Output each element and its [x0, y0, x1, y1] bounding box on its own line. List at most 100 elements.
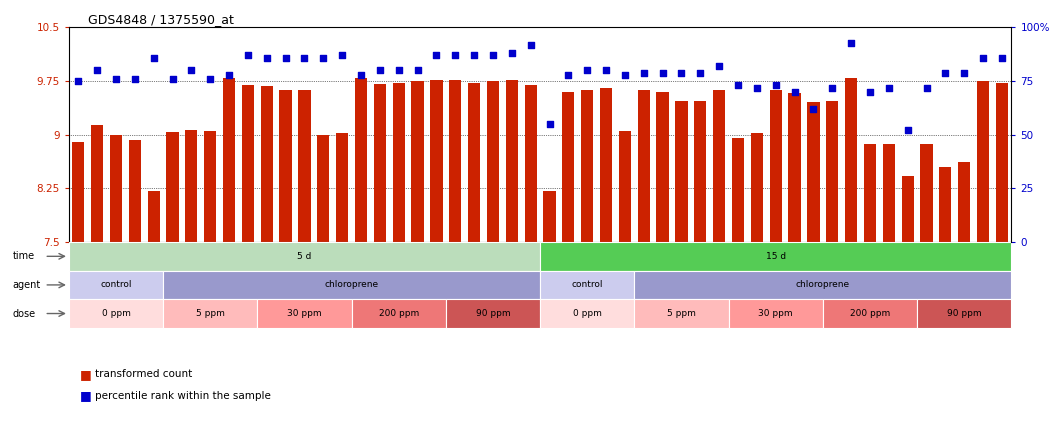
- Point: [749, 84, 766, 91]
- Point: [485, 52, 502, 59]
- Bar: [807, 102, 820, 242]
- Point: [654, 69, 671, 76]
- Bar: [562, 92, 574, 242]
- Bar: [110, 135, 122, 242]
- Point: [635, 69, 652, 76]
- Point: [786, 88, 803, 95]
- Bar: [540, 271, 634, 299]
- Point: [824, 84, 841, 91]
- Bar: [823, 299, 917, 328]
- Point: [843, 39, 860, 46]
- Bar: [917, 299, 1011, 328]
- Point: [145, 54, 162, 61]
- Point: [164, 76, 181, 82]
- Bar: [729, 299, 823, 328]
- Text: control: control: [572, 280, 603, 289]
- Point: [597, 67, 614, 74]
- Bar: [676, 101, 687, 242]
- Bar: [638, 91, 650, 242]
- Text: 200 ppm: 200 ppm: [378, 309, 419, 318]
- Point: [183, 67, 200, 74]
- Point: [201, 76, 219, 82]
- Bar: [657, 92, 668, 242]
- Bar: [506, 80, 518, 242]
- Text: 90 ppm: 90 ppm: [475, 309, 510, 318]
- Bar: [241, 85, 254, 242]
- Point: [692, 69, 708, 76]
- Bar: [977, 81, 989, 242]
- Text: 0 ppm: 0 ppm: [102, 309, 130, 318]
- Point: [937, 69, 954, 76]
- Point: [711, 63, 728, 69]
- Bar: [524, 85, 537, 242]
- Point: [258, 54, 275, 61]
- Bar: [393, 82, 405, 242]
- Bar: [166, 132, 179, 242]
- Bar: [257, 299, 352, 328]
- Bar: [318, 135, 329, 242]
- Point: [541, 121, 558, 127]
- Point: [955, 69, 972, 76]
- Text: ■: ■: [79, 368, 91, 381]
- Bar: [826, 101, 839, 242]
- Bar: [732, 138, 744, 242]
- Bar: [280, 90, 291, 242]
- Bar: [995, 82, 1008, 242]
- Text: percentile rank within the sample: percentile rank within the sample: [95, 390, 271, 401]
- Bar: [540, 242, 1011, 271]
- Text: chloroprene: chloroprene: [795, 280, 850, 289]
- Text: 0 ppm: 0 ppm: [573, 309, 602, 318]
- Bar: [581, 91, 593, 242]
- Text: 200 ppm: 200 ppm: [849, 309, 891, 318]
- Bar: [543, 191, 556, 242]
- Bar: [69, 242, 540, 271]
- Point: [220, 71, 237, 78]
- Point: [522, 41, 539, 48]
- Bar: [695, 101, 706, 242]
- Bar: [449, 80, 462, 242]
- Bar: [468, 82, 480, 242]
- Bar: [72, 142, 85, 242]
- Bar: [618, 131, 631, 242]
- Bar: [713, 91, 725, 242]
- Bar: [91, 126, 103, 242]
- Bar: [446, 299, 540, 328]
- Bar: [412, 81, 424, 242]
- Point: [730, 82, 747, 89]
- Bar: [355, 78, 367, 242]
- Bar: [299, 91, 310, 242]
- Bar: [185, 130, 197, 242]
- Point: [616, 71, 633, 78]
- Point: [578, 67, 595, 74]
- Point: [466, 52, 483, 59]
- Text: 15 d: 15 d: [766, 252, 786, 261]
- Point: [277, 54, 294, 61]
- Bar: [789, 93, 801, 242]
- Bar: [69, 299, 163, 328]
- Bar: [770, 91, 782, 242]
- Point: [372, 67, 389, 74]
- Point: [126, 76, 143, 82]
- Bar: [487, 81, 499, 242]
- Bar: [69, 271, 163, 299]
- Point: [108, 76, 125, 82]
- Bar: [901, 176, 914, 242]
- Bar: [129, 140, 141, 242]
- Point: [767, 82, 784, 89]
- Bar: [261, 86, 273, 242]
- Text: chloroprene: chloroprene: [324, 280, 379, 289]
- Text: dose: dose: [13, 308, 35, 319]
- Point: [89, 67, 106, 74]
- Text: ■: ■: [79, 389, 91, 402]
- Point: [899, 127, 916, 134]
- Bar: [336, 133, 348, 242]
- Point: [974, 54, 991, 61]
- Point: [503, 50, 520, 57]
- Bar: [958, 162, 970, 242]
- Bar: [920, 144, 933, 242]
- Text: time: time: [13, 251, 34, 261]
- Point: [861, 88, 878, 95]
- Bar: [540, 299, 634, 328]
- Bar: [634, 271, 1011, 299]
- Point: [315, 54, 331, 61]
